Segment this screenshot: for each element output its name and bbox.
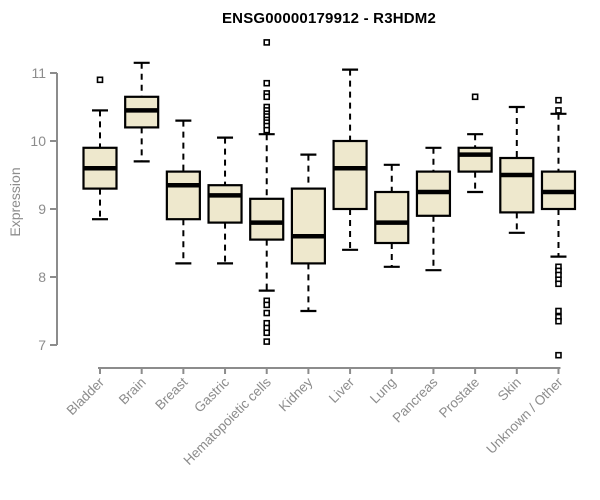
x-tick-label: Liver (326, 374, 358, 406)
box-rect (290, 187, 326, 265)
outlier-point (555, 351, 562, 359)
x-tick-label: Breast (152, 374, 190, 412)
outlier-point (263, 309, 271, 317)
box-rect (374, 190, 410, 245)
outlier-point (471, 93, 479, 101)
x-tick-label: Skin (495, 375, 524, 404)
outlier-point (555, 317, 562, 325)
y-tick-label: 9 (38, 201, 46, 217)
x-tick-label: Gastric (191, 374, 232, 415)
outlier-point (555, 96, 562, 104)
outlier-point (263, 79, 271, 87)
outlier-point (263, 93, 271, 101)
outlier-point (96, 76, 104, 84)
y-tick-label: 10 (30, 133, 46, 149)
outlier-point (555, 107, 562, 114)
box-rect (249, 197, 285, 241)
outlier-point (555, 307, 562, 315)
box-rect (332, 139, 368, 211)
box-rect (499, 156, 535, 214)
x-tick-label: Bladder (64, 374, 108, 418)
y-tick-label: 7 (38, 337, 46, 353)
y-tick-label: 11 (31, 65, 46, 81)
chart-title: ENSG00000179912 - R3HDM2 (221, 10, 437, 27)
outlier-point (263, 39, 271, 46)
outlier-point (263, 329, 271, 337)
y-axis-label: Expression (7, 167, 23, 237)
x-tick-label: Unknown / Other (483, 374, 566, 457)
x-tick-label: Prostate (436, 375, 482, 421)
x-tick-label: Pancreas (390, 374, 441, 425)
x-tick-label: Kidney (276, 374, 316, 414)
outlier-point (263, 338, 271, 345)
x-tick-label: Brain (116, 375, 149, 408)
box-rect (207, 184, 243, 224)
outlier-point (263, 126, 271, 134)
box-rect (457, 146, 493, 173)
y-tick-label: 8 (38, 269, 46, 285)
x-tick-label: Lung (367, 375, 399, 407)
box-rect (165, 170, 201, 221)
outlier-point (263, 301, 271, 309)
outlier-point (555, 280, 562, 288)
